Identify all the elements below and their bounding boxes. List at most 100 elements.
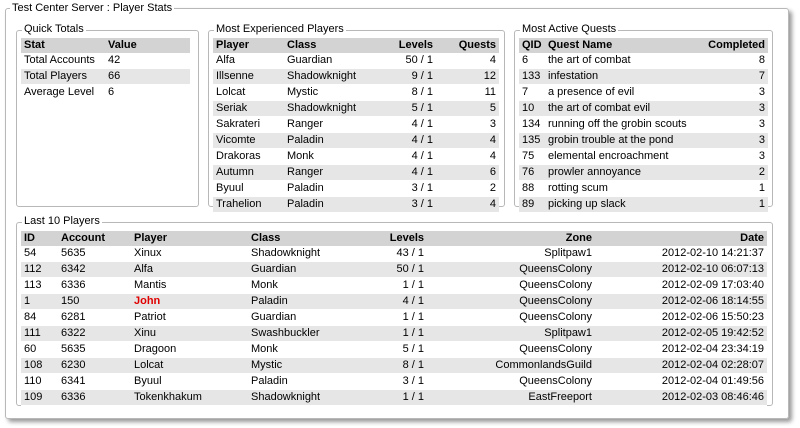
table-cell: 3	[700, 100, 768, 117]
table-row: 10 the art of combat evil 3	[519, 100, 768, 117]
table-cell: 2012-02-10 06:07:13	[595, 261, 767, 278]
table-cell: Shadowknight	[284, 100, 380, 117]
table-cell: Seriak	[213, 100, 284, 117]
table-cell: Xinu	[131, 325, 248, 342]
section-title: Quick Totals	[22, 23, 86, 36]
panel-title: Test Center Server : Player Stats	[10, 2, 175, 15]
table-cell: 3	[700, 116, 768, 133]
table-cell: QueensColony	[427, 373, 595, 390]
table-cell: 2012-02-06 15:50:23	[595, 309, 767, 326]
table-cell: QueensColony	[427, 261, 595, 278]
table-cell: 6342	[58, 261, 131, 278]
table-cell: 5 / 1	[380, 100, 436, 117]
table-row: 111 6322 Xinu Swashbuckler 1 / 1 Splitpaw1 201…	[21, 325, 767, 342]
outer-panel	[5, 8, 789, 419]
table-cell: prowler annoyance	[545, 164, 700, 181]
table-cell: Dragoon	[131, 341, 248, 358]
table-cell: 4	[436, 148, 499, 165]
table-cell: Drakoras	[213, 148, 284, 165]
table-cell: 2012-02-06 18:14:55	[595, 293, 767, 310]
column-header: Player	[131, 231, 248, 246]
table-cell: elemental encroachment	[545, 148, 700, 165]
header-row: Player Class Levels Quests	[213, 38, 499, 53]
table-cell: Xinux	[131, 246, 248, 262]
table-cell: 111	[21, 325, 58, 342]
table-cell: Average Level	[21, 84, 105, 101]
table-cell: Monk	[248, 341, 345, 358]
table-cell: 43 / 1	[345, 246, 427, 262]
table-row: 108 6230 Lolcat Mystic 8 / 1 CommonlandsGuild…	[21, 357, 767, 374]
table-cell: 42	[105, 53, 190, 69]
table-cell: 6	[105, 84, 190, 101]
table-cell: 6336	[58, 277, 131, 294]
table-cell: Splitpaw1	[427, 325, 595, 342]
column-header: Zone	[427, 231, 595, 246]
table-cell: Byuul	[131, 373, 248, 390]
table-row: Lolcat Mystic 8 / 1 11	[213, 84, 499, 101]
table-row: 135 grobin trouble at the pond 3	[519, 132, 768, 149]
table-cell: 3	[436, 116, 499, 133]
table-cell: 2012-02-04 23:34:19	[595, 341, 767, 358]
table-cell: 5	[436, 100, 499, 117]
column-header: Value	[105, 38, 190, 53]
table-row: Total Accounts 42	[21, 53, 190, 69]
table-cell: 2012-02-03 08:46:46	[595, 389, 767, 406]
table-cell: Guardian	[248, 309, 345, 326]
section-panel	[16, 30, 199, 207]
table-cell: 12	[436, 68, 499, 85]
table-cell: 1 / 1	[345, 309, 427, 326]
table-cell: Paladin	[248, 293, 345, 310]
column-header: Quests	[436, 38, 499, 53]
table-cell: Total Accounts	[21, 53, 105, 69]
section-title: Most Experienced Players	[214, 23, 346, 36]
table-cell: 2	[436, 180, 499, 197]
table-cell: 3 / 1	[380, 196, 436, 213]
data-table: Player Class Levels Quests Alfa Guardian 50 / …	[213, 38, 499, 213]
table-cell: 84	[21, 309, 58, 326]
header-row: Stat Value	[21, 38, 190, 53]
table-cell: Monk	[248, 277, 345, 294]
table-row: 1 150 John Paladin 4 / 1 QueensColony 2012-02-…	[21, 293, 767, 310]
section-panel	[16, 222, 773, 406]
column-header: Stat	[21, 38, 105, 53]
table-row: 60 5635 Dragoon Monk 5 / 1 QueensColony 2012-0…	[21, 341, 767, 358]
column-header: Quest Name	[545, 38, 700, 53]
table-cell: 11	[436, 84, 499, 101]
table-cell: 8	[700, 53, 768, 69]
table-cell: Ranger	[284, 164, 380, 181]
table-cell: 134	[519, 116, 545, 133]
table-cell: 54	[21, 246, 58, 262]
column-header: Date	[595, 231, 767, 246]
table-cell: 4	[436, 132, 499, 149]
table-row: 110 6341 Byuul Paladin 3 / 1 QueensColony 2012…	[21, 373, 767, 390]
data-table: QID Quest Name Completed 6 the art of combat…	[519, 38, 768, 213]
table-cell: 2012-02-04 01:49:56	[595, 373, 767, 390]
table-cell: 60	[21, 341, 58, 358]
table-cell: 4 / 1	[380, 164, 436, 181]
table-cell: 133	[519, 68, 545, 85]
table-cell: 5635	[58, 246, 131, 262]
table-cell: 150	[58, 293, 131, 310]
table-cell: 3 / 1	[380, 180, 436, 197]
table-cell: 109	[21, 389, 58, 406]
table-cell: infestation	[545, 68, 700, 85]
table-cell: 1 / 1	[345, 325, 427, 342]
table-cell: 4	[436, 196, 499, 213]
table-cell: Ranger	[284, 116, 380, 133]
data-table: ID Account Player Class Levels Zone Date 54 5635…	[21, 231, 767, 406]
table-cell: Sakrateri	[213, 116, 284, 133]
table-cell: Paladin	[248, 373, 345, 390]
column-header: Player	[213, 38, 284, 53]
table-row: 134 running off the grobin scouts 3	[519, 116, 768, 133]
table-row: Total Players 66	[21, 68, 190, 85]
table-cell: 8 / 1	[345, 357, 427, 374]
table-row: 75 elemental encroachment 3	[519, 148, 768, 165]
